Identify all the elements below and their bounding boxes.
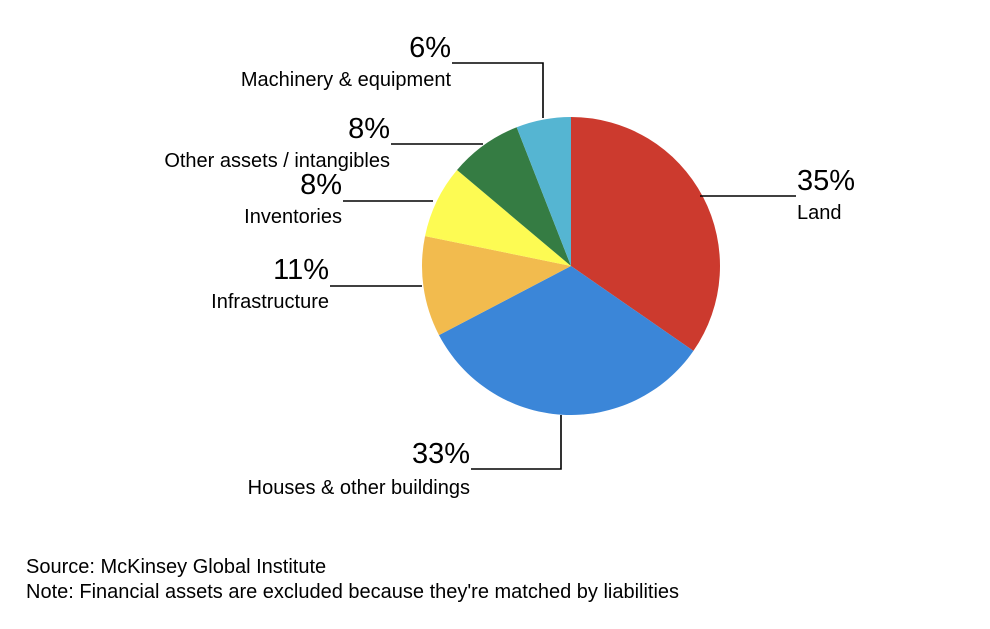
source-note: Source: McKinsey Global Institute	[26, 556, 327, 578]
pie-slice-other-assets-intangibles	[457, 127, 571, 266]
pie-slices	[422, 117, 720, 416]
slice-value-label: 8%	[300, 169, 342, 201]
slice-labels: 35% Land 33% Houses & other buildings 11% Inf…	[164, 32, 855, 499]
slice-category-label: Other assets / intangibles	[164, 150, 390, 172]
slice-value-label: 11%	[273, 254, 329, 286]
slice-category-label: Infrastructure	[211, 291, 329, 313]
slice-category-label: Inventories	[244, 206, 342, 228]
pie-slice-machinery-equipment	[516, 117, 571, 266]
leader-line-machinery-equipment	[452, 62, 544, 118]
pie-slice-inventories	[425, 170, 571, 266]
slice-category-label: Houses & other buildings	[248, 477, 470, 499]
leader-line-houses-other-buildings	[471, 415, 562, 470]
leader-lines	[330, 62, 796, 470]
slice-value-label: 35%	[797, 165, 855, 197]
slice-value-label: 8%	[348, 113, 390, 145]
pie-slice-infrastructure	[422, 236, 571, 336]
slice-category-label: Land	[797, 202, 842, 224]
pie-slice-houses-other-buildings	[438, 266, 694, 416]
slice-category-label: Machinery & equipment	[241, 69, 452, 91]
footnote: Note: Financial assets are excluded beca…	[26, 581, 680, 603]
slice-value-label: 33%	[412, 438, 470, 470]
pie-slice-land	[571, 117, 720, 351]
slice-value-label: 6%	[409, 32, 451, 64]
